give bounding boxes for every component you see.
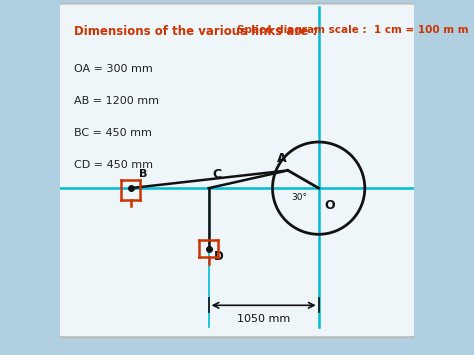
Text: A: A (276, 152, 286, 165)
Text: AB = 1200 mm: AB = 1200 mm (73, 96, 159, 106)
Text: D: D (214, 250, 224, 263)
Text: CD = 450 mm: CD = 450 mm (73, 160, 153, 170)
Text: 1050 mm: 1050 mm (237, 314, 290, 324)
Text: Dimensions of the various links are :: Dimensions of the various links are : (73, 25, 317, 38)
Text: OA = 300 mm: OA = 300 mm (73, 64, 153, 74)
Text: Space diagram scale :  1 cm = 100 m m: Space diagram scale : 1 cm = 100 m m (237, 25, 469, 35)
Text: B: B (139, 169, 148, 179)
Text: BC = 450 mm: BC = 450 mm (73, 128, 152, 138)
Text: C: C (212, 168, 221, 181)
FancyBboxPatch shape (53, 4, 421, 337)
Text: 30°: 30° (291, 193, 307, 202)
Text: O: O (324, 199, 335, 212)
